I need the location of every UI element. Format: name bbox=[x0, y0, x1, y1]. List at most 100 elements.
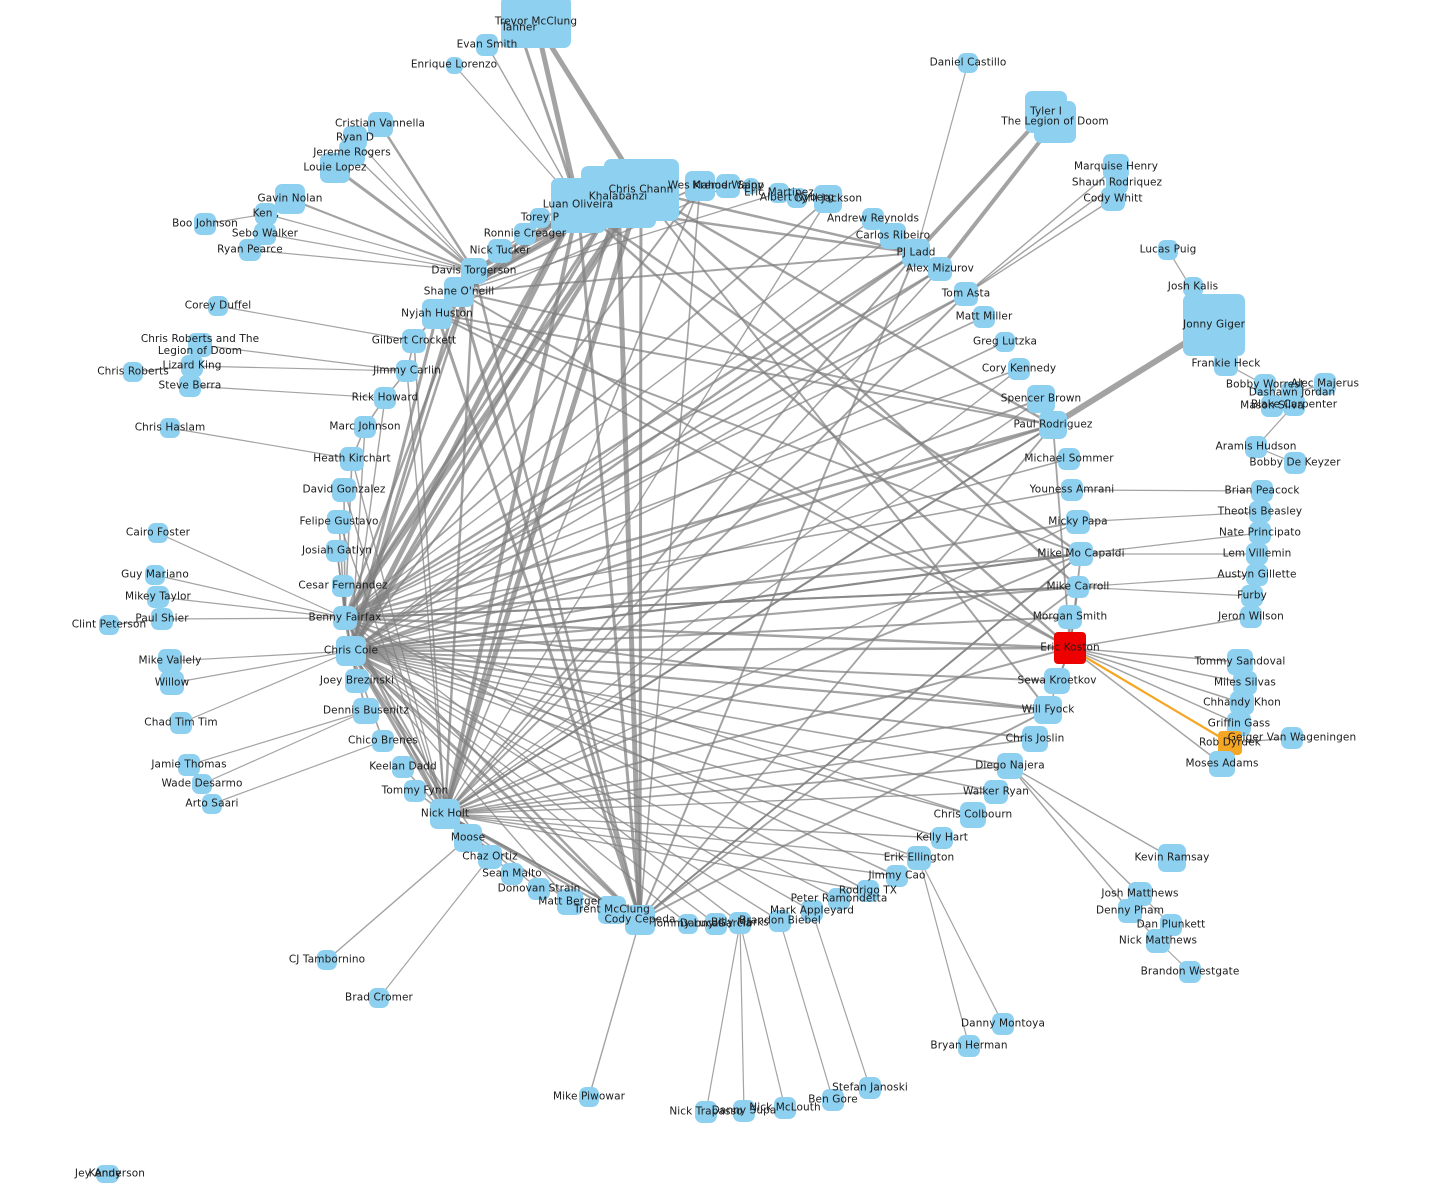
graph-node[interactable] bbox=[340, 447, 364, 471]
graph-node[interactable] bbox=[353, 698, 379, 724]
graph-node[interactable] bbox=[192, 774, 212, 794]
graph-node[interactable] bbox=[1146, 929, 1170, 953]
graph-node[interactable] bbox=[170, 712, 192, 734]
graph-node[interactable] bbox=[1249, 501, 1271, 523]
graph-node[interactable] bbox=[1246, 543, 1268, 565]
graph-node[interactable] bbox=[501, 0, 571, 48]
graph-node[interactable] bbox=[729, 912, 751, 934]
graph-node[interactable] bbox=[598, 896, 626, 924]
graph-node[interactable] bbox=[902, 239, 930, 267]
graph-node[interactable] bbox=[931, 827, 953, 849]
graph-node[interactable] bbox=[514, 223, 536, 245]
graph-node[interactable] bbox=[530, 208, 550, 228]
graph-node[interactable] bbox=[1251, 480, 1273, 502]
graph-node[interactable] bbox=[1183, 277, 1203, 297]
graph-node[interactable] bbox=[194, 213, 216, 235]
graph-node[interactable] bbox=[374, 387, 396, 409]
graph-node[interactable] bbox=[402, 329, 426, 353]
graph-node[interactable] bbox=[1058, 605, 1082, 629]
graph-node[interactable] bbox=[822, 1089, 844, 1111]
graph-node[interactable] bbox=[320, 153, 350, 183]
graph-node[interactable] bbox=[557, 889, 583, 915]
graph-node[interactable] bbox=[178, 754, 200, 776]
graph-node[interactable] bbox=[973, 306, 995, 328]
graph-node[interactable] bbox=[1158, 844, 1186, 872]
graph-node[interactable] bbox=[396, 360, 418, 382]
graph-node[interactable] bbox=[255, 203, 277, 225]
graph-node[interactable] bbox=[1209, 751, 1235, 777]
graph-node[interactable] bbox=[1058, 448, 1080, 470]
graph-node[interactable] bbox=[369, 988, 389, 1008]
graph-node[interactable] bbox=[445, 56, 463, 74]
graph-node[interactable] bbox=[99, 615, 119, 635]
graph-node[interactable] bbox=[1214, 352, 1238, 376]
graph-node[interactable] bbox=[1179, 961, 1201, 983]
graph-node[interactable] bbox=[1034, 101, 1076, 143]
graph-node[interactable] bbox=[1254, 374, 1276, 396]
graph-node[interactable] bbox=[801, 900, 823, 922]
graph-node[interactable] bbox=[958, 53, 978, 73]
graph-node[interactable] bbox=[148, 523, 168, 543]
graph-node[interactable] bbox=[685, 171, 715, 201]
graph-node[interactable] bbox=[101, 1165, 119, 1183]
graph-node[interactable] bbox=[1066, 510, 1090, 534]
graph-node[interactable] bbox=[372, 730, 394, 752]
graph-node[interactable] bbox=[327, 510, 351, 534]
graph-node[interactable] bbox=[1022, 726, 1048, 752]
graph-node[interactable] bbox=[1054, 632, 1086, 664]
graph-node[interactable] bbox=[960, 802, 986, 828]
graph-node[interactable] bbox=[992, 1013, 1014, 1035]
graph-node[interactable] bbox=[528, 878, 550, 900]
graph-node[interactable] bbox=[239, 239, 261, 261]
graph-node[interactable] bbox=[1240, 606, 1262, 628]
graph-node[interactable] bbox=[326, 540, 348, 562]
graph-node[interactable] bbox=[743, 178, 759, 194]
graph-node[interactable] bbox=[488, 239, 512, 263]
graph-node[interactable] bbox=[332, 575, 354, 597]
graph-node[interactable] bbox=[880, 223, 906, 249]
graph-node[interactable] bbox=[678, 914, 698, 934]
graph-node[interactable] bbox=[208, 296, 228, 316]
graph-node[interactable] bbox=[332, 478, 356, 502]
graph-node[interactable] bbox=[1039, 411, 1067, 439]
graph-node[interactable] bbox=[1227, 649, 1253, 675]
graph-node[interactable] bbox=[857, 880, 879, 902]
graph-node[interactable] bbox=[478, 845, 502, 869]
graph-node[interactable] bbox=[1246, 564, 1268, 586]
graph-node[interactable] bbox=[1034, 696, 1062, 724]
graph-node[interactable] bbox=[336, 636, 366, 666]
graph-node[interactable] bbox=[160, 418, 180, 438]
graph-node[interactable] bbox=[181, 355, 203, 377]
graph-node[interactable] bbox=[907, 846, 931, 870]
graph-node[interactable] bbox=[705, 913, 727, 935]
graph-node[interactable] bbox=[1183, 294, 1245, 356]
graph-node[interactable] bbox=[1241, 585, 1263, 607]
graph-node[interactable] bbox=[123, 362, 143, 382]
graph-node[interactable] bbox=[367, 111, 393, 137]
graph-node[interactable] bbox=[1245, 436, 1267, 458]
graph-node[interactable] bbox=[1230, 691, 1254, 715]
graph-node[interactable] bbox=[984, 780, 1008, 804]
graph-node[interactable] bbox=[404, 780, 426, 802]
graph-node[interactable] bbox=[254, 223, 276, 245]
graph-node[interactable] bbox=[1158, 240, 1178, 260]
graph-node[interactable] bbox=[1069, 542, 1093, 566]
graph-node[interactable] bbox=[787, 188, 807, 208]
graph-node[interactable] bbox=[512, 21, 526, 35]
graph-node[interactable] bbox=[1027, 385, 1055, 413]
graph-node[interactable] bbox=[501, 863, 523, 885]
graph-node[interactable] bbox=[151, 608, 173, 630]
graph-node[interactable] bbox=[1249, 522, 1271, 544]
graph-node[interactable] bbox=[716, 174, 740, 198]
graph-node[interactable] bbox=[579, 1087, 599, 1107]
graph-node[interactable] bbox=[188, 333, 212, 357]
graph-node[interactable] bbox=[145, 565, 165, 585]
graph-node[interactable] bbox=[354, 416, 376, 438]
graph-node[interactable] bbox=[345, 669, 369, 693]
graph-node[interactable] bbox=[862, 208, 884, 230]
graph-node[interactable] bbox=[859, 1077, 881, 1099]
graph-node[interactable] bbox=[958, 1035, 980, 1057]
graph-node[interactable] bbox=[202, 794, 222, 814]
graph-node[interactable] bbox=[625, 905, 655, 935]
